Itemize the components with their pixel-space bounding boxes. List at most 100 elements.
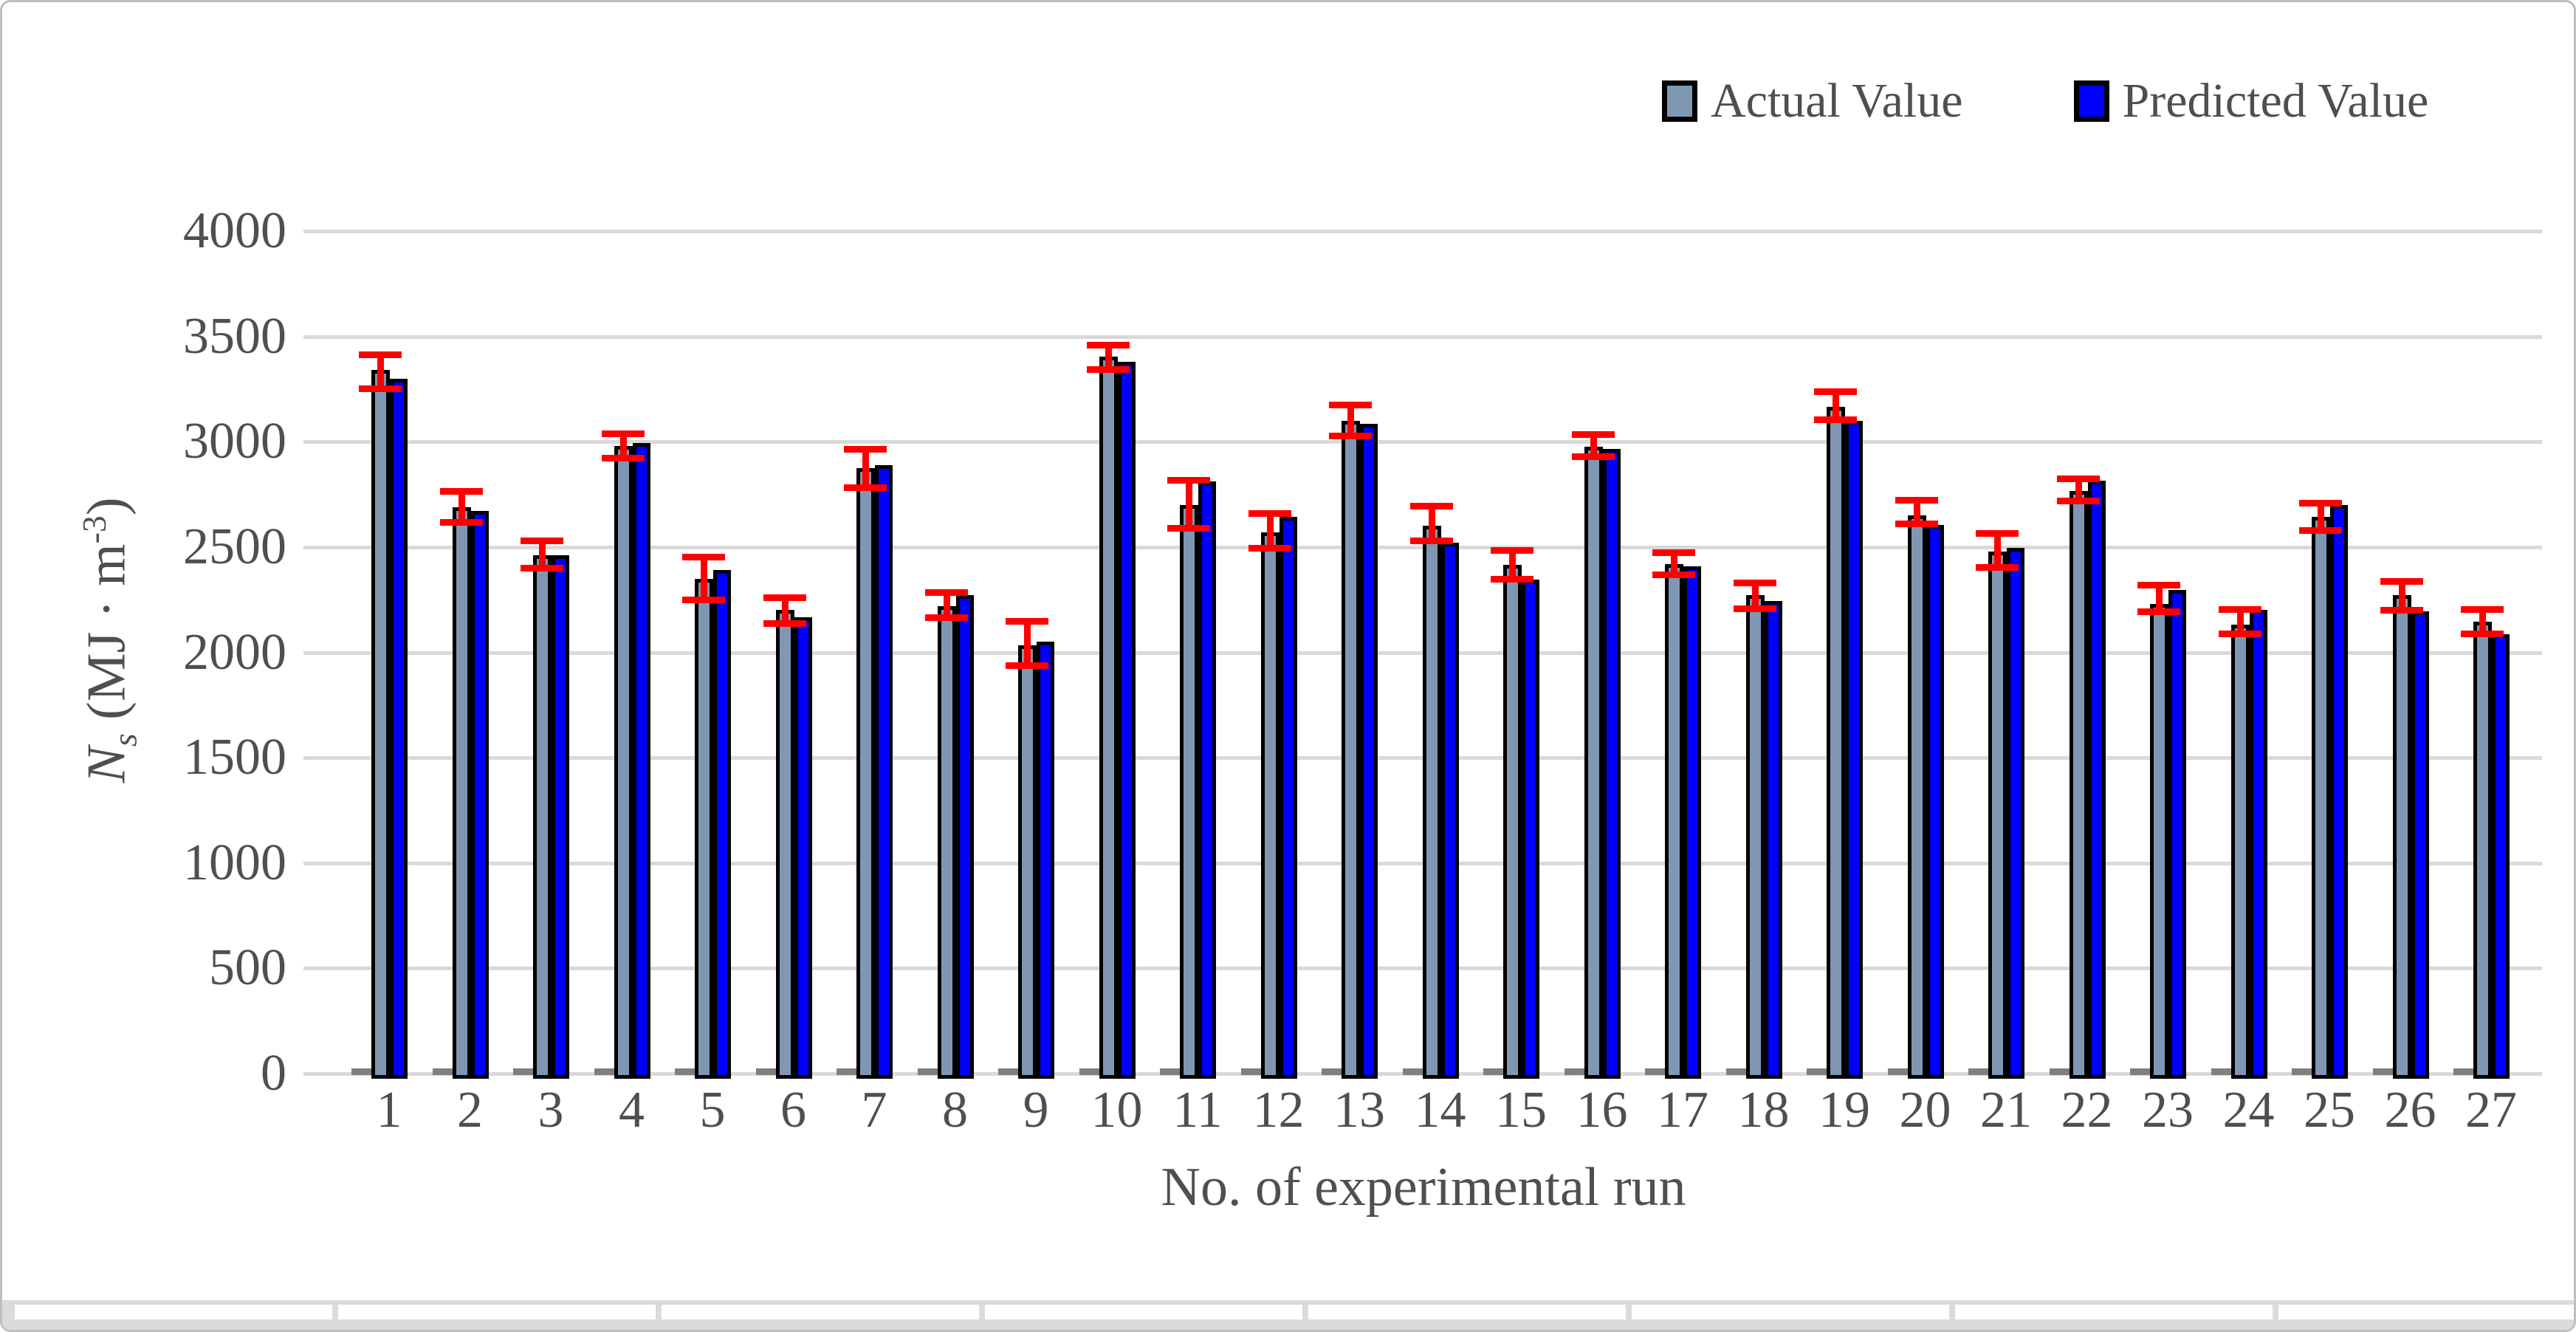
bar-predicted-run-25 bbox=[2330, 504, 2348, 1079]
error-bar-cap-bottom-run-27 bbox=[2461, 630, 2504, 637]
error-bar-cap-top-run-17 bbox=[1652, 549, 1695, 556]
predicted-value-swatch-icon bbox=[2073, 80, 2109, 122]
bar-predicted-run-13 bbox=[1360, 424, 1378, 1079]
bar-actual-run-18 bbox=[1745, 595, 1765, 1079]
x-tick-label-18: 18 bbox=[1737, 1082, 1790, 1139]
table-cell-fragment bbox=[1308, 1305, 1626, 1319]
bar-base-shadow bbox=[837, 1068, 858, 1075]
bar-base-shadow bbox=[1645, 1068, 1666, 1075]
x-tick-label-11: 11 bbox=[1172, 1082, 1223, 1139]
bar-base-shadow bbox=[675, 1068, 696, 1075]
bar-predicted-run-10 bbox=[1117, 361, 1136, 1079]
error-bar-cap-bottom-run-6 bbox=[763, 619, 806, 627]
error-bar-cap-bottom-run-16 bbox=[1571, 453, 1615, 461]
bar-base-shadow bbox=[351, 1068, 373, 1075]
error-bar-cap-bottom-run-25 bbox=[2299, 527, 2342, 535]
error-bar-cap-top-run-16 bbox=[1571, 431, 1615, 439]
error-bar-line-run-9 bbox=[1024, 620, 1031, 665]
bar-actual-run-9 bbox=[1018, 645, 1037, 1079]
error-bar-line-run-24 bbox=[2236, 609, 2244, 634]
error-bar-cap-bottom-run-13 bbox=[1329, 432, 1372, 439]
bar-predicted-run-14 bbox=[1440, 543, 1459, 1079]
error-bar-line-run-16 bbox=[1590, 434, 1597, 457]
bar-predicted-run-18 bbox=[1764, 600, 1782, 1079]
bar-predicted-run-5 bbox=[713, 570, 731, 1079]
x-tick-label-20: 20 bbox=[1899, 1082, 1951, 1139]
bar-base-shadow bbox=[2292, 1068, 2313, 1075]
bar-predicted-run-15 bbox=[1522, 580, 1539, 1079]
x-tick-label-4: 4 bbox=[619, 1082, 645, 1139]
y-tick-label: 2500 bbox=[183, 518, 286, 575]
bar-actual-run-27 bbox=[2473, 622, 2492, 1079]
error-bar-cap-top-run-3 bbox=[521, 538, 563, 545]
bar-predicted-run-3 bbox=[552, 555, 569, 1079]
error-bar-cap-top-run-6 bbox=[763, 594, 806, 602]
error-bar-cap-bottom-run-3 bbox=[521, 565, 563, 572]
x-tick-label-16: 16 bbox=[1576, 1082, 1628, 1139]
x-tick-label-9: 9 bbox=[1023, 1082, 1049, 1139]
error-bar-cap-bottom-run-7 bbox=[844, 484, 887, 491]
error-bar-line-run-20 bbox=[1913, 499, 1920, 524]
error-bar-line-run-17 bbox=[1671, 552, 1677, 574]
error-bar-cap-top-run-13 bbox=[1329, 402, 1372, 409]
bar-actual-run-7 bbox=[856, 467, 875, 1079]
bar-base-shadow bbox=[594, 1068, 616, 1075]
actual-value-swatch-icon bbox=[1662, 80, 1697, 122]
bar-base-shadow bbox=[2211, 1068, 2233, 1075]
error-bar-cap-bottom-run-15 bbox=[1491, 575, 1533, 583]
error-bar-cap-bottom-run-1 bbox=[359, 385, 402, 392]
bar-actual-run-25 bbox=[2312, 516, 2330, 1079]
y-tick-label: 3000 bbox=[183, 413, 286, 470]
y-tick-label: 4000 bbox=[183, 202, 286, 259]
bar-predicted-run-9 bbox=[1037, 642, 1054, 1079]
error-bar-cap-bottom-run-22 bbox=[2056, 498, 2100, 505]
error-bar-cap-bottom-run-14 bbox=[1409, 538, 1453, 545]
error-bar-cap-bottom-run-21 bbox=[1976, 563, 2019, 571]
x-tick-label-5: 5 bbox=[699, 1082, 726, 1139]
bar-predicted-run-8 bbox=[955, 595, 974, 1079]
bar-base-shadow bbox=[1160, 1068, 1181, 1075]
bar-actual-run-26 bbox=[2392, 595, 2411, 1079]
error-bar-cap-top-run-20 bbox=[1895, 496, 1938, 504]
x-tick-label-2: 2 bbox=[457, 1082, 483, 1139]
error-bar-cap-bottom-run-9 bbox=[1006, 662, 1048, 669]
error-bar-line-run-18 bbox=[1751, 583, 1759, 608]
bar-base-shadow bbox=[2130, 1068, 2151, 1075]
x-tick-label-14: 14 bbox=[1414, 1082, 1466, 1139]
error-bar-cap-bottom-run-11 bbox=[1167, 525, 1210, 532]
bar-actual-run-20 bbox=[1907, 515, 1926, 1079]
error-bar-line-run-5 bbox=[701, 556, 707, 600]
bar-base-shadow bbox=[1807, 1068, 1828, 1075]
error-bar-cap-bottom-run-24 bbox=[2218, 630, 2261, 637]
x-tick-label-27: 27 bbox=[2465, 1082, 2517, 1139]
error-bar-cap-top-run-1 bbox=[359, 351, 402, 358]
x-axis-title: No. of experimental run bbox=[1161, 1157, 1686, 1218]
error-bar-cap-top-run-18 bbox=[1733, 580, 1776, 587]
bar-actual-run-15 bbox=[1503, 565, 1522, 1079]
error-bar-cap-bottom-run-10 bbox=[1086, 365, 1130, 373]
error-bar-cap-top-run-14 bbox=[1409, 503, 1453, 510]
bar-base-shadow bbox=[755, 1068, 777, 1075]
x-tick-label-1: 1 bbox=[376, 1082, 402, 1139]
error-bar-cap-top-run-27 bbox=[2461, 606, 2504, 614]
bar-base-shadow bbox=[432, 1068, 454, 1075]
error-bar-line-run-7 bbox=[862, 449, 869, 487]
error-bar-line-run-25 bbox=[2318, 502, 2324, 531]
bar-actual-run-10 bbox=[1099, 356, 1118, 1079]
x-tick-label-22: 22 bbox=[2061, 1082, 2113, 1139]
bar-predicted-run-26 bbox=[2411, 611, 2429, 1079]
bar-predicted-run-23 bbox=[2168, 590, 2186, 1079]
bar-actual-run-24 bbox=[2230, 625, 2250, 1079]
error-bar-line-run-23 bbox=[2156, 585, 2163, 611]
bar-actual-run-16 bbox=[1584, 447, 1603, 1079]
error-bar-cap-top-run-26 bbox=[2380, 577, 2423, 585]
error-bar-cap-top-run-9 bbox=[1006, 617, 1048, 625]
bar-actual-run-19 bbox=[1827, 407, 1845, 1079]
bar-base-shadow bbox=[1322, 1068, 1343, 1075]
table-cell-fragment bbox=[1955, 1305, 2273, 1319]
bar-base-shadow bbox=[1240, 1068, 1263, 1075]
error-bar-line-run-15 bbox=[1509, 550, 1516, 579]
error-bar-cap-top-run-5 bbox=[682, 553, 725, 560]
x-tick-label-26: 26 bbox=[2384, 1082, 2436, 1139]
error-bar-cap-top-run-19 bbox=[1814, 388, 1857, 395]
